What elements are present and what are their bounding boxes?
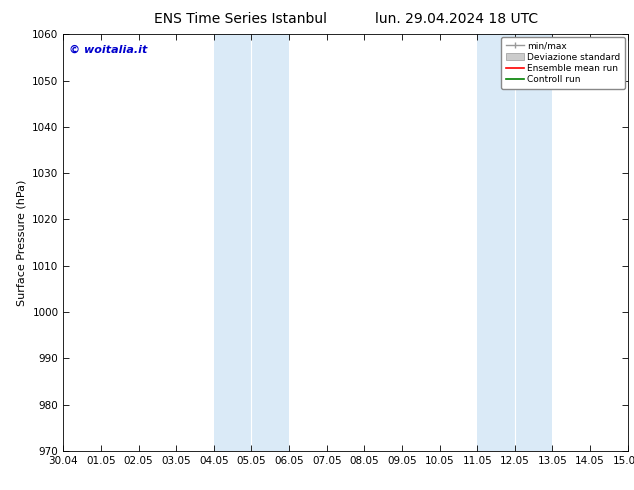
Y-axis label: Surface Pressure (hPa): Surface Pressure (hPa): [16, 179, 27, 306]
Legend: min/max, Deviazione standard, Ensemble mean run, Controll run: min/max, Deviazione standard, Ensemble m…: [501, 37, 625, 89]
Text: ENS Time Series Istanbul: ENS Time Series Istanbul: [155, 12, 327, 26]
Bar: [252, 34, 289, 451]
Bar: [515, 34, 552, 451]
Text: © woitalia.it: © woitalia.it: [69, 45, 148, 55]
Bar: [477, 34, 515, 451]
Bar: [214, 34, 252, 451]
Text: lun. 29.04.2024 18 UTC: lun. 29.04.2024 18 UTC: [375, 12, 538, 26]
